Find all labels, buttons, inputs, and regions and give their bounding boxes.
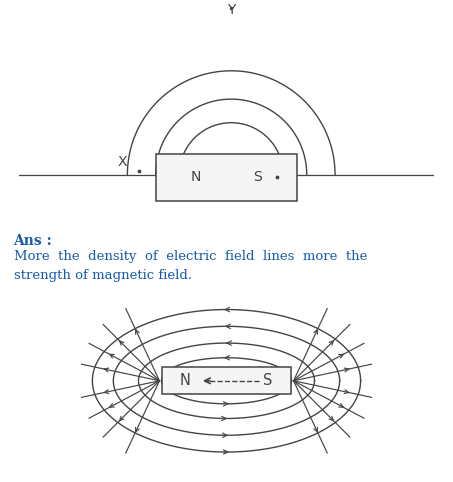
- Text: More  the  density  of  electric  field  lines  more  the
strength of magnetic f: More the density of electric field lines…: [14, 250, 367, 281]
- Text: X: X: [118, 155, 127, 169]
- Text: N: N: [190, 171, 201, 185]
- Bar: [162, 367, 291, 394]
- Text: N: N: [179, 373, 190, 388]
- Text: S: S: [253, 171, 262, 185]
- Text: Ans :: Ans :: [14, 234, 53, 248]
- Text: Y: Y: [227, 3, 236, 17]
- Bar: [156, 154, 297, 201]
- Text: S: S: [263, 373, 273, 388]
